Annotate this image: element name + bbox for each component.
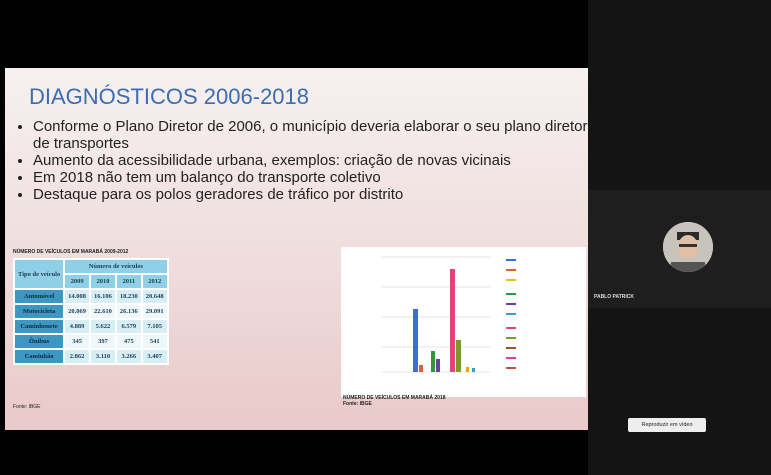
header-cell: Número de veículos xyxy=(64,259,168,274)
cell: 7.105 xyxy=(142,319,168,334)
header-cell: Tipo de veículo xyxy=(14,259,64,289)
cell: 541 xyxy=(142,334,168,349)
row-label: Automóvel xyxy=(14,289,64,304)
bullet-list: Conforme o Plano Diretor de 2006, o muni… xyxy=(19,118,593,203)
cell: 6.579 xyxy=(116,319,142,334)
bullet: Conforme o Plano Diretor de 2006, o muni… xyxy=(33,118,593,152)
cell: 4.889 xyxy=(64,319,90,334)
cell: 20.648 xyxy=(142,289,168,304)
year-cell: 2011 xyxy=(116,274,142,289)
cell: 3.266 xyxy=(116,349,142,364)
table-title: NÚMERO DE VEÍCULOS EM MARABÁ 2009-2012 xyxy=(13,249,128,255)
cell: 3.407 xyxy=(142,349,168,364)
table-source: Fonte: IBGE xyxy=(13,404,41,410)
cell: 14.008 xyxy=(64,289,90,304)
year-cell: 2010 xyxy=(90,274,116,289)
row-label: Caminhão xyxy=(14,349,64,364)
slide-title: DIAGNÓSTICOS 2006-2018 xyxy=(29,84,309,110)
year-cell: 2009 xyxy=(64,274,90,289)
cell: 397 xyxy=(90,334,116,349)
cell: 22.610 xyxy=(90,304,116,319)
cell: 475 xyxy=(116,334,142,349)
cell: 5.622 xyxy=(90,319,116,334)
button[interactable]: Reproduzir em vídeo xyxy=(628,418,706,432)
cell: 16.106 xyxy=(90,289,116,304)
avatar xyxy=(663,222,713,272)
row-label: Motocicleta xyxy=(14,304,64,319)
cell: 20.069 xyxy=(64,304,90,319)
screen: PABLO PATRICK Reproduzir em vídeo DIAGNÓ… xyxy=(0,0,771,475)
chart-graphic xyxy=(341,247,586,397)
bullet: Destaque para os polos geradores de tráf… xyxy=(33,186,593,203)
cell: 345 xyxy=(64,334,90,349)
cell: 18.230 xyxy=(116,289,142,304)
cell: 26.136 xyxy=(116,304,142,319)
chart-image xyxy=(341,247,586,397)
bullet: Aumento da acessibilidade urbana, exempl… xyxy=(33,152,593,169)
bullet: Em 2018 não tem um balanço do transporte… xyxy=(33,169,593,186)
slide: DIAGNÓSTICOS 2006-2018 Conforme o Plano … xyxy=(5,68,588,430)
cell: 2.862 xyxy=(64,349,90,364)
row-label: Caminhonete xyxy=(14,319,64,334)
year-cell: 2012 xyxy=(142,274,168,289)
participant-name: PABLO PATRICK xyxy=(594,294,634,300)
cell: 3.110 xyxy=(90,349,116,364)
source: Fonte: IBGE xyxy=(343,401,372,407)
avatar-image xyxy=(663,222,713,272)
row-label: Ônibus xyxy=(14,334,64,349)
cell: 29.091 xyxy=(142,304,168,319)
